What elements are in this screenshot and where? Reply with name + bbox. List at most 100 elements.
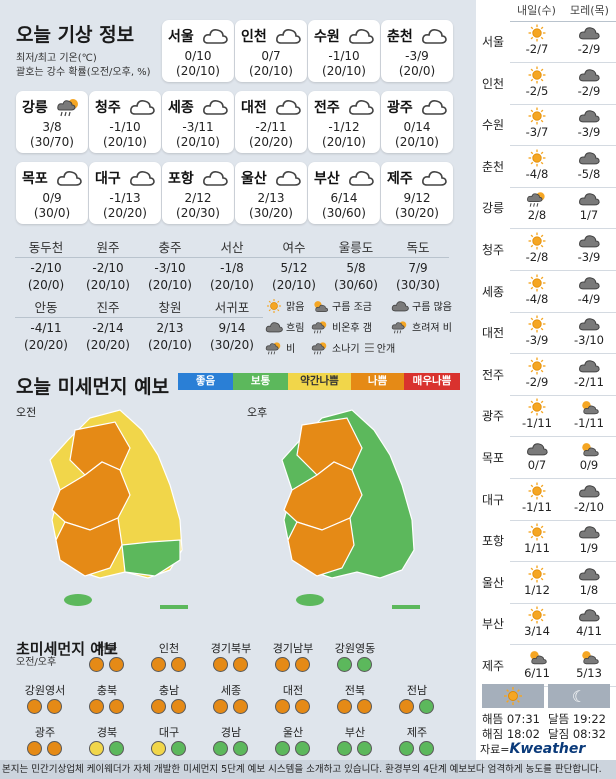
- pm-dot-am: [337, 699, 352, 714]
- cloud-icon: [578, 24, 600, 42]
- kweather-logo: Kweather: [509, 741, 586, 757]
- dust-level-2: 약간나쁨: [288, 373, 351, 390]
- cloud-icon: [578, 66, 600, 84]
- forecast-day1-cell: 1/11: [512, 523, 562, 556]
- city-card-11: 대구 -1/13 (20/20): [89, 162, 161, 224]
- fog-icon: ☰: [364, 340, 375, 355]
- partly-cloudy-icon: [526, 648, 548, 666]
- small-city-3: 서산 -1/8 (20/10): [201, 238, 263, 293]
- city-card-5: 청주 -1/10 (20/10): [89, 91, 161, 153]
- small-city-name: 독도: [387, 238, 449, 258]
- city-temp: 9/12: [403, 191, 431, 205]
- pm-region-name: 대구: [158, 726, 180, 739]
- pm-region-name: 광주: [34, 726, 56, 739]
- pm-region-name: 인천: [158, 642, 180, 655]
- pm-dot-am: [399, 699, 414, 714]
- forecast-city: 춘천: [476, 146, 510, 188]
- cloud-icon: [578, 190, 600, 208]
- forecast-row: 세종 -4/8 -4/9: [476, 271, 616, 313]
- pm-dot-am: [213, 657, 228, 672]
- forecast-row: 청주 -2/8 -3/9: [476, 230, 616, 271]
- forecast-row: 대전 -3/9 -3/10: [476, 313, 616, 355]
- forecast-day2-cell: -4/9: [564, 274, 614, 307]
- forecast-city: 대전: [476, 313, 510, 355]
- forecast-city: 서울: [476, 22, 510, 63]
- small-city-prob: (30/30): [396, 278, 440, 292]
- city-prob: (20/10): [322, 135, 366, 149]
- sun-icon: [526, 398, 548, 416]
- forecast-day1-cell: 1/12: [512, 565, 562, 598]
- city-card-2: 수원 -1/10 (20/10): [308, 20, 380, 82]
- cloudy-icon: [275, 26, 301, 46]
- small-city-prob: (20/10): [86, 278, 130, 292]
- small-city-2: 충주 -3/10 (20/10): [139, 238, 201, 293]
- small-city-temp: 5/8: [346, 261, 366, 275]
- sun-icon: [264, 299, 284, 313]
- pm-dot-pm: [233, 741, 248, 756]
- rain-after-clear-icon: [310, 320, 330, 334]
- pm-subtitle: 오전/오후: [16, 657, 57, 668]
- small-city-temp: -2/10: [30, 261, 62, 275]
- forecast-day2-cell: -3/10: [564, 315, 614, 348]
- pm-dot-am: [275, 699, 290, 714]
- small-city-prob: (30/20): [210, 338, 254, 352]
- forecast-day2-cell: -2/9: [564, 24, 614, 57]
- city-card-1: 인천 0/7 (20/10): [235, 20, 307, 82]
- forecast-panel: 내일(수) 모레(목) 서울 -2/7 -2/9 인천 -2/5 -2/9 수원 -…: [476, 0, 616, 760]
- forecast-city: 인천: [476, 63, 510, 105]
- sun-icon: [526, 357, 548, 375]
- forecast-row: 인천 -2/5 -2/9: [476, 63, 616, 105]
- rain-after-clear-icon: [526, 190, 548, 208]
- forecast-day2-cell: -2/9: [564, 66, 614, 99]
- sun-icon: [526, 24, 548, 42]
- sun-icon: [526, 482, 548, 500]
- source-credit: 자료=Kweather: [480, 741, 586, 757]
- pm-dot-am: [337, 657, 352, 672]
- forecast-city: 광주: [476, 396, 510, 438]
- forecast-day1-cell: -4/8: [512, 149, 562, 182]
- small-city-4: 여수 5/12 (20/10): [263, 238, 325, 293]
- map-label-am: 오전: [16, 406, 37, 419]
- sun-icon: [526, 523, 548, 541]
- cloud-icon: [578, 107, 600, 125]
- forecast-city: 세종: [476, 271, 510, 313]
- pm-dot-pm: [233, 657, 248, 672]
- forecast-city: 청주: [476, 230, 510, 271]
- pm-dot-am: [89, 741, 104, 756]
- forecast-day2-cell: 4/11: [564, 606, 614, 639]
- forecast-row: 목포 0/7 0/9: [476, 438, 616, 479]
- forecast-day1-cell: 2/8: [512, 190, 562, 223]
- shower-icon: [310, 341, 330, 355]
- forecast-day1-cell: -3/9: [512, 315, 562, 348]
- forecast-day1-cell: -1/11: [512, 398, 562, 431]
- pm-dot-pm: [47, 741, 62, 756]
- pm-dot-pm: [233, 699, 248, 714]
- rain-after-clear-icon: [56, 97, 82, 117]
- pm-dot-pm: [171, 657, 186, 672]
- pm-dot-pm: [109, 699, 124, 714]
- city-prob: (30/0): [33, 206, 71, 220]
- forecast-row: 울산 1/12 1/8: [476, 562, 616, 604]
- small-city-name: 충주: [139, 238, 201, 258]
- small-city-name: 원주: [77, 238, 139, 258]
- city-prob: (30/20): [249, 206, 293, 220]
- moonrise: 달뜸 19:22: [548, 712, 606, 726]
- pm-dot-am: [151, 657, 166, 672]
- small-city-temp: -1/8: [220, 261, 244, 275]
- forecast-day1-cell: -2/7: [512, 24, 562, 57]
- cloudy-icon: [348, 97, 374, 117]
- moon-icon: ☾: [548, 684, 610, 708]
- small-city-7: 안동 -4/11 (20/20): [15, 298, 77, 353]
- city-temp: 6/14: [330, 191, 358, 205]
- small-city-name: 안동: [15, 298, 77, 318]
- city-temp: -3/11: [182, 120, 214, 134]
- cloud-icon: [578, 606, 600, 624]
- pm-dot-pm: [295, 699, 310, 714]
- small-city-prob: (30/60): [334, 278, 378, 292]
- city-name: 부산: [314, 171, 340, 187]
- city-name: 목포: [22, 171, 48, 187]
- city-name: 울산: [241, 171, 267, 187]
- pm-dot-am: [151, 699, 166, 714]
- temp-note: 최저/최고 기온(℃): [16, 53, 97, 64]
- forecast-row: 제주 6/11 5/13: [476, 646, 616, 687]
